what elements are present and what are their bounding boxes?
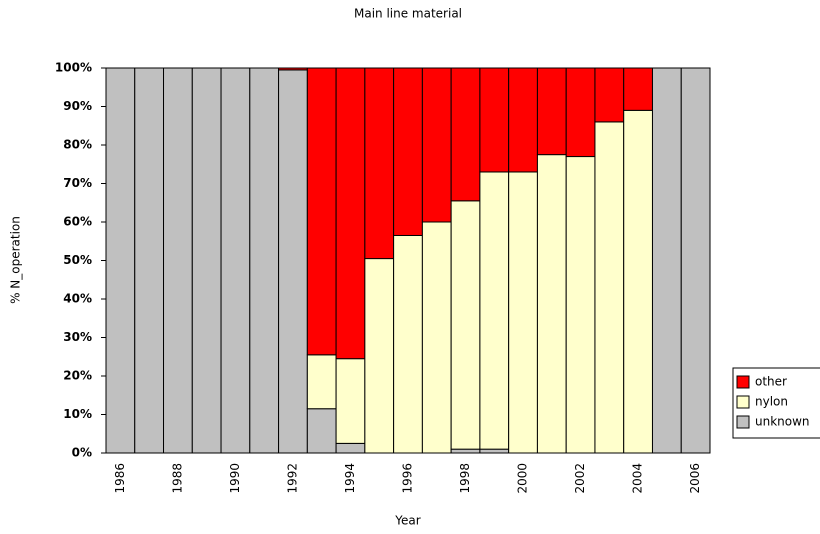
bar-segment: [335, 442, 366, 454]
x-tick-label: 1986: [113, 463, 127, 494]
bar-segment: [421, 221, 452, 454]
bar-segment: [105, 67, 136, 454]
bar-segment: [450, 67, 481, 202]
bar-segment: [508, 171, 538, 454]
x-tick-label: 1998: [458, 463, 472, 494]
x-tick-label: 1992: [285, 463, 299, 494]
bar-segment: [623, 109, 653, 454]
chart-title: Main line material: [354, 7, 462, 21]
bar-segment: [450, 200, 481, 450]
y-tick-label: 0%: [72, 446, 92, 460]
bar-segment: [479, 448, 510, 454]
y-tick-label: 50%: [63, 253, 92, 267]
x-axis-title: Year: [394, 514, 420, 528]
bar-segment: [623, 67, 653, 111]
x-tick-label: 1988: [170, 463, 184, 494]
legend-swatch: [736, 395, 750, 409]
y-tick-label: 30%: [63, 330, 92, 344]
bar-segment: [536, 154, 567, 454]
bar-segment: [306, 354, 337, 410]
x-tick-label: 2000: [516, 463, 530, 494]
y-tick-label: 40%: [63, 292, 92, 306]
bar-segment: [393, 67, 423, 236]
x-tick-label: 1994: [343, 463, 357, 494]
x-tick-label: 2002: [573, 463, 587, 494]
y-tick-label: 60%: [63, 215, 92, 229]
x-tick-label: 2006: [688, 463, 702, 494]
x-tick-label: 1990: [228, 463, 242, 494]
legend-label: unknown: [755, 415, 810, 429]
bar-segment: [594, 121, 625, 454]
legend-label: other: [755, 375, 787, 389]
legend-label: nylon: [755, 395, 788, 409]
bar-segment: [278, 69, 308, 454]
bar-segment: [651, 67, 682, 454]
y-tick-label: 80%: [63, 138, 92, 152]
bar-segment: [536, 67, 567, 156]
y-axis-title: % N_operation: [9, 216, 23, 304]
bar-segment: [249, 67, 280, 454]
bar-segment: [364, 258, 395, 454]
bar-segment: [393, 234, 423, 454]
bar-segment: [450, 448, 481, 454]
legend-swatch: [736, 415, 750, 429]
y-tick-label: 20%: [63, 369, 92, 383]
bar-segment: [479, 171, 510, 450]
x-tick-label: 2004: [631, 463, 645, 494]
bar-segment: [364, 67, 395, 260]
y-tick-label: 10%: [63, 407, 92, 421]
bar-segment: [191, 67, 222, 454]
bar-segment: [306, 67, 337, 356]
bar-segment: [220, 67, 251, 454]
bar-segment: [508, 67, 538, 173]
bar-segment: [594, 67, 625, 123]
bar-segment: [134, 67, 165, 454]
bar-segment: [335, 358, 366, 444]
bar-segment: [335, 67, 366, 360]
legend-swatch: [736, 375, 750, 389]
bar-segment: [163, 67, 193, 454]
y-tick-label: 70%: [63, 176, 92, 190]
bar-segment: [680, 67, 711, 454]
bar-segment: [479, 67, 510, 173]
bar-segment: [306, 408, 337, 454]
x-tick-label: 1996: [401, 463, 415, 494]
bar-segment: [565, 156, 596, 454]
y-tick-label: 100%: [55, 61, 92, 75]
bar-segment: [565, 67, 596, 158]
bar-segment: [421, 67, 452, 223]
plot-border: [105, 67, 711, 454]
y-tick-label: 90%: [63, 99, 92, 113]
